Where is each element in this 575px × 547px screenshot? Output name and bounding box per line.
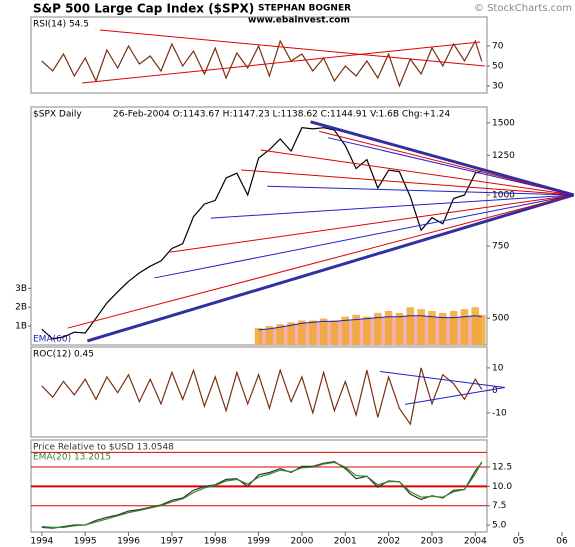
volume-bar [460,309,469,345]
volume-bar [254,328,263,345]
series-line [41,367,483,426]
panels: 30 50 70 RSI(14) 54.5 500 750 1000 1250 1500 1B 2B… [15,16,575,547]
website: www.ebainvest.com [248,16,350,26]
y-tick-label: 1000 [492,190,515,200]
trendline [310,120,575,197]
x-tick-label: 2003 [421,537,444,547]
volume-tick-label: 2B [15,303,27,313]
panel-label: $SPX Daily [33,110,82,120]
panel-label: ROC(12) 0.45 [33,350,94,360]
trendline [319,130,574,196]
trendline [82,41,481,84]
y-tick-label: 750 [492,242,509,252]
trendline [404,387,505,405]
x-tick-label: 2001 [334,537,357,547]
volume-bar [352,314,360,345]
trendline [327,137,574,196]
trendline [260,149,574,196]
volume-bar [428,311,436,345]
series-line [41,39,483,88]
volume-tick-label: 1B [15,322,27,332]
x-tick-label: 05 [513,537,524,547]
volume-bar [439,312,447,345]
x-tick-label: 2000 [290,537,313,547]
x-tick-label: 1997 [160,537,183,547]
x-tick-label: 1996 [117,537,140,547]
volume-bar [319,318,328,345]
x-tick-label: 1999 [247,537,270,547]
volume-bar [341,316,350,345]
trendline [99,29,485,67]
series-line [41,460,483,529]
legend-label: Price Relative to $USD 13.0548 [33,443,174,453]
series-line [41,461,483,528]
x-tick-label: 1998 [204,537,227,547]
series-line [41,127,483,340]
volume-bar [417,309,425,345]
panel-frame [30,106,488,346]
y-tick-label: 10 [492,363,504,373]
trendline [170,194,574,253]
trendline [67,194,574,329]
volume-bar [395,312,404,345]
trendline [154,194,574,279]
volume-bar [363,316,371,345]
y-tick-label: 1500 [492,118,515,128]
x-tick-label: 2002 [377,537,400,547]
y-tick-label: -10 [492,408,507,418]
trendline [210,194,574,219]
y-tick-label: 30 [492,82,504,92]
volume-bar [276,324,285,345]
volume-bar [449,311,458,345]
y-tick-label: 5.0 [492,521,507,531]
copyright: © StockCharts.com [474,3,572,14]
volume-ema-label: EMA(60) [33,335,71,345]
y-tick-label: 7.5 [492,501,506,511]
trendline [267,185,574,196]
trendline [379,371,505,388]
x-tick-label: 06 [556,537,568,547]
y-tick-label: 50 [492,62,504,72]
y-tick-label: 70 [492,42,504,52]
volume-bar [471,307,480,345]
y-tick-label: 12.5 [492,463,512,473]
volume-bar [478,314,486,345]
volume-bar [287,322,295,345]
volume-bar [373,312,382,345]
legend-label: EMA(20) 13.2015 [33,453,111,463]
volume-bar [308,320,317,345]
panel-label: RSI(14) 54.5 [33,20,89,30]
chart-title: S&P 500 Large Cap Index ($SPX) [33,2,254,16]
x-tick-label: 1994 [30,537,53,547]
y-tick-label: 10.0 [492,482,512,492]
volume-ema-line [258,315,482,331]
y-tick-label: 0 [492,386,498,396]
volume-bar [384,311,393,345]
volume-bar [330,320,339,345]
y-tick-label: 1250 [492,151,515,161]
volume-bar [298,320,306,345]
y-tick-label: 500 [492,314,509,324]
trendline [241,169,574,196]
x-tick-label: 1995 [74,537,97,547]
author: STEPHAN BOGNER [258,4,351,14]
volume-bar [406,307,415,345]
trendline [86,193,575,343]
x-tick-label: 2004 [464,537,487,547]
volume-tick-label: 3B [15,284,27,294]
volume-bar [265,326,274,345]
panel-info: 26-Feb-2004 O:1143.67 H:1147.23 L:1138.6… [113,110,450,120]
